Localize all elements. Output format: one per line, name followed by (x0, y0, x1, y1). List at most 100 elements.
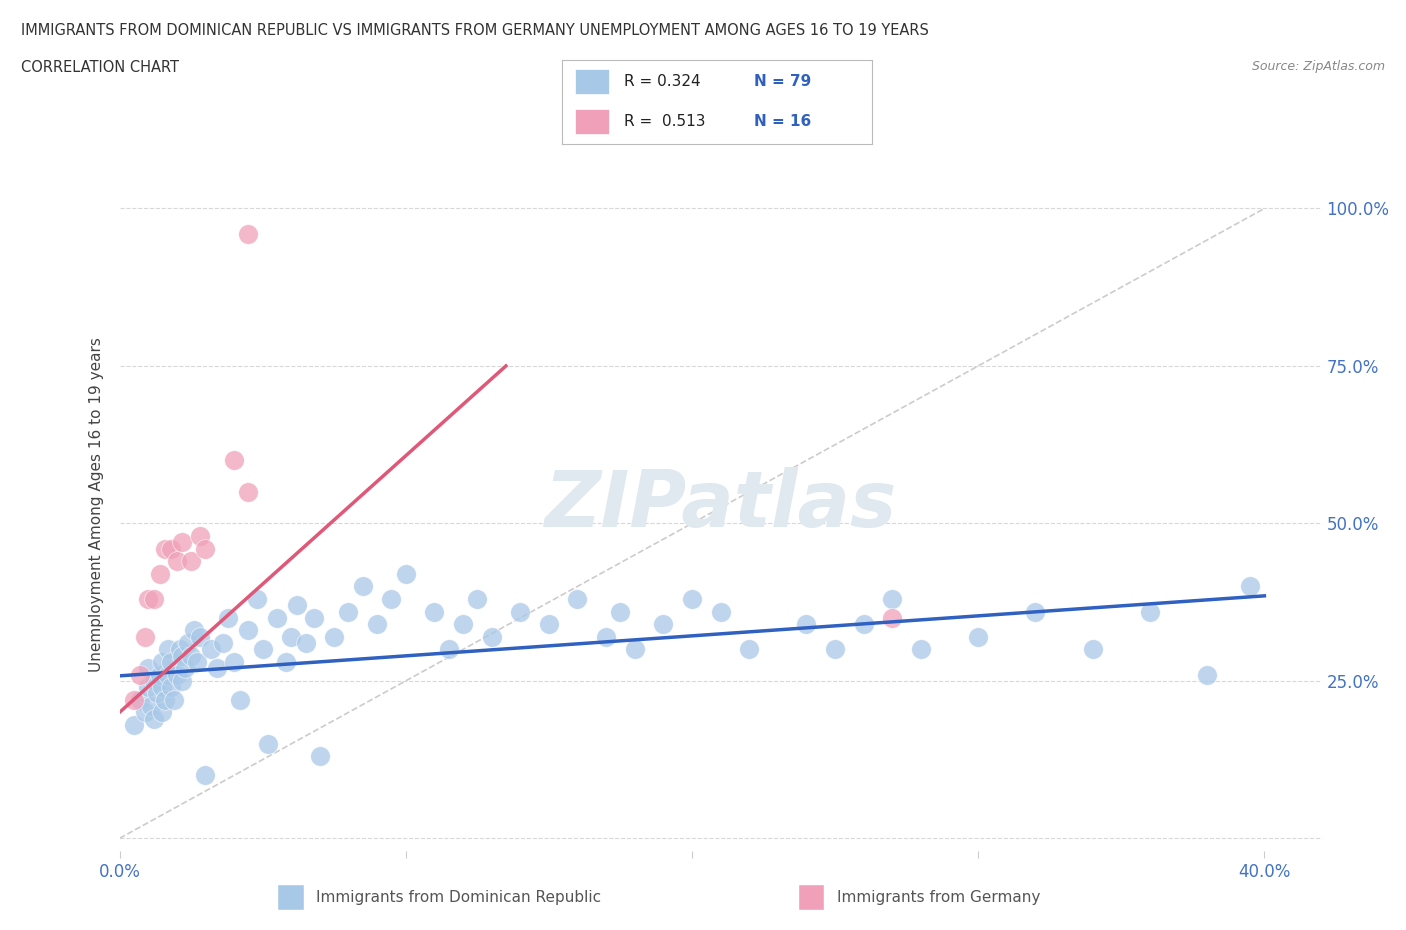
Text: N = 16: N = 16 (754, 114, 811, 129)
Point (217, 610, 239, 625)
Point (738, 642, 761, 657)
Point (152, 680, 174, 695)
Point (323, 630, 346, 644)
Point (882, 591, 904, 606)
Point (166, 667, 188, 682)
Point (1239, 579, 1261, 594)
Point (142, 673, 165, 688)
Point (246, 591, 269, 606)
Point (139, 698, 162, 713)
Point (294, 636, 316, 651)
Point (134, 630, 156, 644)
Point (145, 686, 167, 701)
Point (205, 661, 228, 676)
Point (157, 642, 180, 657)
Text: Immigrants from Germany: Immigrants from Germany (837, 890, 1040, 905)
Point (257, 737, 280, 751)
Point (163, 692, 186, 707)
Point (910, 642, 932, 657)
Point (180, 648, 202, 663)
Point (149, 566, 172, 581)
Point (222, 453, 245, 468)
Point (155, 692, 177, 707)
Point (228, 692, 252, 707)
Point (366, 617, 388, 631)
Text: CORRELATION CHART: CORRELATION CHART (21, 60, 179, 75)
Point (136, 591, 159, 606)
Point (609, 604, 631, 619)
Point (238, 226, 260, 241)
Point (160, 541, 183, 556)
Point (252, 642, 274, 657)
Point (122, 718, 145, 733)
Point (238, 623, 260, 638)
Point (824, 642, 846, 657)
Point (174, 661, 197, 676)
Point (122, 692, 145, 707)
Point (194, 768, 217, 783)
Point (128, 692, 150, 707)
Point (681, 591, 703, 606)
Point (274, 655, 297, 670)
Point (136, 680, 159, 695)
Text: ZIPatlas: ZIPatlas (544, 467, 897, 542)
Point (194, 541, 217, 556)
Point (280, 630, 302, 644)
Y-axis label: Unemployment Among Ages 16 to 19 years: Unemployment Among Ages 16 to 19 years (89, 337, 104, 672)
Point (652, 617, 675, 631)
Bar (575, 109, 609, 134)
Point (188, 630, 211, 644)
Point (155, 541, 177, 556)
Point (309, 749, 332, 764)
Point (465, 591, 488, 606)
Point (222, 655, 245, 670)
Point (1024, 604, 1046, 619)
Point (186, 655, 208, 670)
Point (166, 553, 188, 568)
Point (188, 528, 211, 543)
Point (285, 598, 308, 613)
Point (380, 591, 402, 606)
Point (157, 667, 180, 682)
Point (172, 673, 194, 688)
Point (128, 667, 150, 682)
Point (437, 642, 460, 657)
Text: Source: ZipAtlas.com: Source: ZipAtlas.com (1251, 60, 1385, 73)
Point (172, 535, 194, 550)
Point (266, 610, 288, 625)
Point (423, 604, 446, 619)
Bar (575, 69, 609, 94)
Text: R =  0.513: R = 0.513 (624, 114, 706, 129)
Point (160, 655, 183, 670)
Point (709, 604, 731, 619)
Point (1197, 667, 1219, 682)
Point (967, 630, 990, 644)
Point (352, 579, 374, 594)
Point (337, 604, 360, 619)
Point (302, 610, 325, 625)
Point (1081, 642, 1104, 657)
Point (567, 591, 589, 606)
Point (136, 661, 159, 676)
Text: Immigrants from Dominican Republic: Immigrants from Dominican Republic (316, 890, 602, 905)
Point (180, 553, 202, 568)
Point (142, 711, 165, 726)
Point (152, 705, 174, 720)
Point (509, 604, 531, 619)
Point (623, 642, 645, 657)
Point (852, 617, 875, 631)
Point (211, 636, 233, 651)
Point (481, 630, 503, 644)
Point (882, 610, 904, 625)
Point (152, 655, 174, 670)
Point (183, 623, 205, 638)
Point (1139, 604, 1161, 619)
Point (142, 591, 165, 606)
Text: IMMIGRANTS FROM DOMINICAN REPUBLIC VS IMMIGRANTS FROM GERMANY UNEMPLOYMENT AMONG: IMMIGRANTS FROM DOMINICAN REPUBLIC VS IM… (21, 23, 929, 38)
Point (169, 642, 191, 657)
Point (238, 485, 260, 499)
Text: R = 0.324: R = 0.324 (624, 73, 700, 89)
Point (595, 630, 617, 644)
Point (395, 566, 418, 581)
Text: N = 79: N = 79 (754, 73, 811, 89)
